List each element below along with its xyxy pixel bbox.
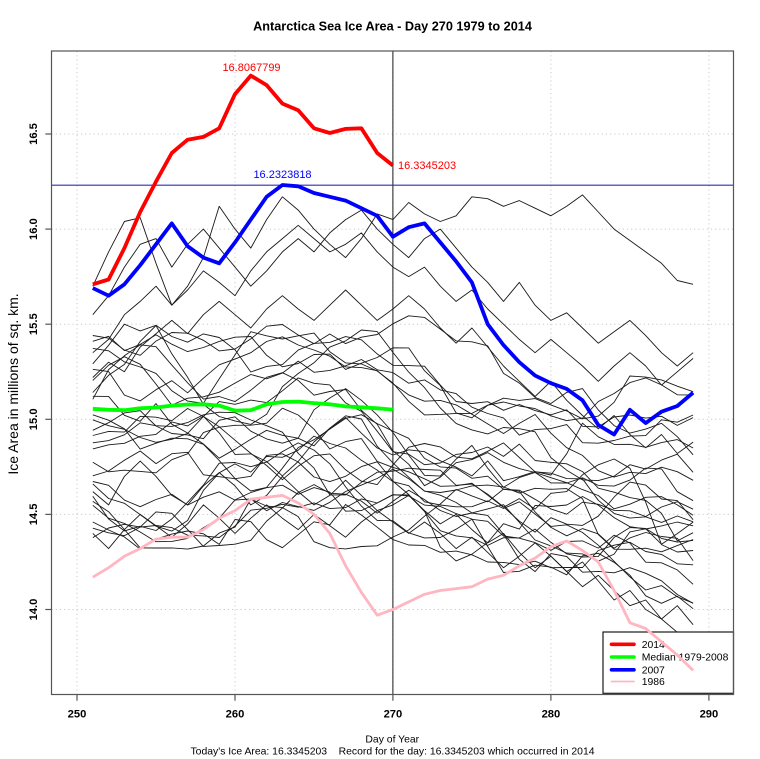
svg-text:1986: 1986 bbox=[642, 677, 665, 688]
svg-text:16.5: 16.5 bbox=[28, 123, 40, 145]
svg-text:15.5: 15.5 bbox=[28, 313, 40, 335]
svg-text:Day of Year: Day of Year bbox=[365, 735, 419, 746]
svg-text:16.0: 16.0 bbox=[28, 218, 40, 240]
svg-text:2007: 2007 bbox=[642, 666, 665, 677]
svg-text:16.3345203: 16.3345203 bbox=[398, 160, 456, 172]
svg-text:16.2323818: 16.2323818 bbox=[253, 169, 311, 181]
svg-text:280: 280 bbox=[542, 709, 561, 721]
svg-text:270: 270 bbox=[384, 709, 403, 721]
svg-text:16.8067799: 16.8067799 bbox=[222, 62, 280, 74]
svg-text:Ice Area in millions of sq. km: Ice Area in millions of sq. km. bbox=[5, 293, 21, 474]
svg-text:14.0: 14.0 bbox=[28, 599, 40, 621]
svg-text:Antarctica Sea Ice Area - Day: Antarctica Sea Ice Area - Day 270 1979 t… bbox=[253, 20, 532, 34]
svg-text:260: 260 bbox=[226, 709, 245, 721]
svg-text:Today's Ice Area: 16.3345203: Today's Ice Area: 16.3345203 Record for … bbox=[190, 747, 594, 758]
svg-text:14.5: 14.5 bbox=[28, 504, 40, 526]
svg-text:15.0: 15.0 bbox=[28, 408, 40, 430]
svg-text:Median 1979-2008: Median 1979-2008 bbox=[642, 653, 729, 664]
svg-text:290: 290 bbox=[700, 709, 719, 721]
svg-text:2014: 2014 bbox=[642, 640, 665, 651]
svg-text:250: 250 bbox=[68, 709, 87, 721]
